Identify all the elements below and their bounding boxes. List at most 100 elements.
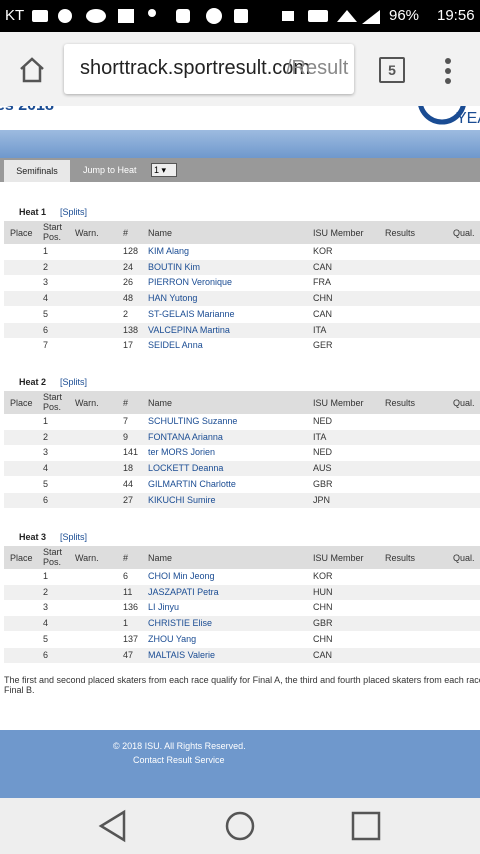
column-header: # — [123, 228, 129, 238]
isu-member: KOR — [313, 246, 333, 256]
carrier: KT — [5, 7, 25, 24]
skater-name-link[interactable]: GILMARTIN Charlotte — [148, 478, 236, 489]
skater-name-link[interactable]: KIKUCHI Sumire — [148, 494, 216, 505]
place: 5 — [43, 633, 49, 644]
splits-link[interactable]: [Splits] — [60, 207, 88, 217]
header-row — [4, 546, 480, 569]
result-row — [4, 647, 480, 663]
skater-name-link[interactable]: CHRISTIE Elise — [148, 618, 213, 629]
bib: 141 — [123, 447, 139, 458]
splits-link[interactable]: [Splits] — [60, 377, 88, 387]
column-header: ISU Member — [313, 228, 364, 238]
column-header: Place — [10, 228, 33, 238]
skater-name-link[interactable]: KIM Alang — [148, 246, 190, 256]
nav-icons — [98, 809, 381, 843]
isu-member: CHN — [313, 293, 333, 304]
place: 1 — [43, 416, 49, 426]
column-header: Name — [148, 228, 173, 238]
column-header: Start Pos. — [43, 547, 63, 567]
result-row — [4, 414, 480, 429]
copyright: © 2018 ISU. All Rights Reserved. — [113, 741, 246, 751]
place: 4 — [43, 463, 49, 474]
result-row — [4, 244, 480, 259]
column-header: Results — [385, 398, 416, 408]
isu-member: AUS — [313, 463, 332, 474]
skater-name-link[interactable]: HAN Yutong — [148, 293, 198, 304]
header-title: es 2018 — [0, 106, 54, 115]
skater-name-link[interactable]: SCHULTING Suzanne — [148, 416, 238, 426]
bib: 138 — [123, 324, 139, 335]
menu-button[interactable] — [444, 58, 452, 84]
home-icon — [20, 57, 44, 83]
column-header: Results — [385, 553, 416, 563]
contact-link[interactable]: Contact Result Service — [133, 755, 225, 765]
heat-title: Heat 1 — [19, 207, 47, 217]
skater-name-link[interactable]: LI Jinyu — [148, 602, 180, 613]
isu-member: CHN — [313, 602, 333, 613]
place: 6 — [43, 494, 49, 505]
bib: 2 — [123, 308, 129, 319]
place: 4 — [43, 293, 49, 304]
column-header: ISU Member — [313, 398, 364, 408]
signal — [362, 10, 382, 24]
isu-member: CHN — [313, 633, 333, 644]
place: 6 — [43, 649, 49, 660]
column-header: Start Pos. — [43, 222, 63, 242]
isu-member: FRA — [313, 277, 331, 288]
skater-name-link[interactable]: JASZAPATI Petra — [148, 586, 219, 597]
skater-name-link[interactable]: VALCEPINA Martina — [148, 324, 230, 335]
result-row — [4, 616, 480, 632]
column-header: Warn. — [75, 228, 99, 238]
column-header: # — [123, 398, 129, 408]
bib: 27 — [123, 494, 134, 505]
skater-name-link[interactable]: MALTAIS Valerie — [148, 649, 216, 660]
home-button[interactable] — [18, 56, 46, 84]
tab-switcher[interactable]: 5 — [379, 57, 405, 83]
column-header: Name — [148, 398, 173, 408]
skater-name-link[interactable]: ZHOU Yang — [148, 633, 197, 644]
result-row — [4, 275, 480, 291]
url-bar[interactable]: shorttrack.sportresult.com /Result — [64, 44, 354, 94]
heat-title: Heat 3 — [19, 532, 47, 542]
bib: 44 — [123, 478, 134, 489]
skater-name-link[interactable]: ST-GELAIS Marianne — [148, 308, 235, 319]
isu-member: GER — [313, 340, 333, 351]
column-header: Qual. — [453, 553, 475, 563]
skater-name-link[interactable]: CHOI Min Jeong — [148, 571, 215, 581]
bib: 9 — [123, 431, 129, 442]
column-header: Start Pos. — [43, 392, 63, 412]
bib: 48 — [123, 293, 134, 304]
isu-member: JPN — [313, 494, 331, 505]
bib: 26 — [123, 277, 134, 288]
status-icons — [32, 8, 362, 24]
bib: 24 — [123, 261, 134, 272]
time: 19:56 — [437, 7, 475, 24]
isu-member: ITA — [313, 324, 327, 335]
heat-select[interactable]: 1 ▾ — [151, 163, 177, 177]
skater-name-link[interactable]: PIERRON Veronique — [148, 277, 233, 288]
place: 4 — [43, 618, 49, 629]
column-header: Qual. — [453, 398, 475, 408]
skater-name-link[interactable]: ter MORS Jorien — [148, 447, 216, 458]
bib: 128 — [123, 246, 139, 256]
result-row — [4, 569, 480, 584]
column-header: Name — [148, 553, 173, 563]
isu-member: KOR — [313, 571, 333, 581]
result-row — [4, 429, 480, 445]
skater-name-link[interactable]: FONTANA Arianna — [148, 431, 223, 442]
tab-semifinals[interactable]: Semifinals — [4, 160, 70, 182]
column-header: Qual. — [453, 228, 475, 238]
isu-member: GBR — [313, 478, 333, 489]
splits-link[interactable]: [Splits] — [60, 532, 88, 542]
bib: 1 — [123, 618, 129, 629]
bib: 17 — [123, 340, 134, 351]
skater-name-link[interactable]: BOUTIN Kim — [148, 261, 201, 272]
skater-name-link[interactable]: LOCKETT Deanna — [148, 463, 224, 474]
header-row — [4, 391, 480, 414]
column-header: ISU Member — [313, 553, 364, 563]
place: 2 — [43, 261, 49, 272]
signal-icon — [362, 10, 380, 24]
skater-name-link[interactable]: SEIDEL Anna — [148, 340, 203, 351]
page-header: es 2018 YEA — [0, 106, 480, 130]
